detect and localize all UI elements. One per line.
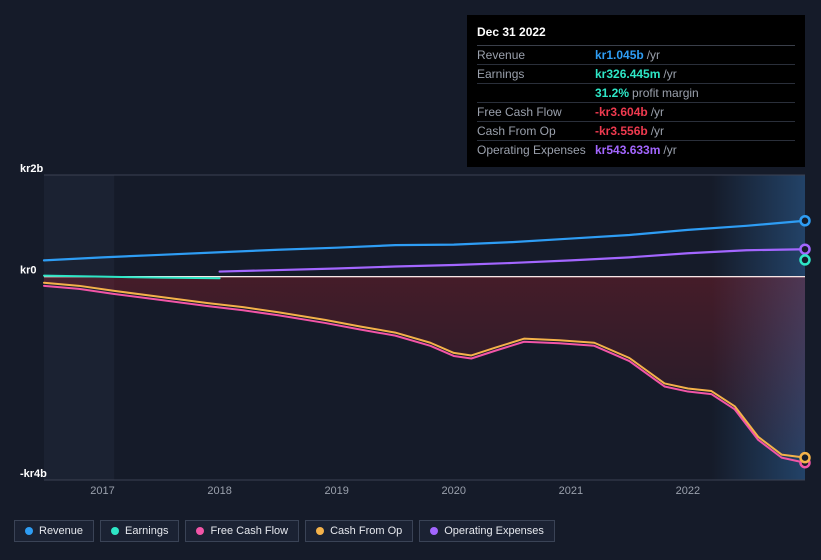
legend-dot-icon — [111, 527, 119, 535]
legend-label: Earnings — [125, 525, 168, 537]
tooltip-label: Free Cash Flow — [477, 105, 595, 119]
tooltip-unit: /yr — [663, 143, 676, 157]
tooltip-value: -kr3.604b — [595, 105, 648, 119]
tooltip-date: Dec 31 2022 — [477, 21, 795, 46]
svg-text:2019: 2019 — [324, 485, 348, 497]
legend-item-earnings[interactable]: Earnings — [100, 520, 179, 542]
tooltip-profit-margin: 31.2%profit margin — [477, 84, 795, 103]
svg-text:-kr4b: -kr4b — [20, 468, 47, 480]
legend-label: Free Cash Flow — [210, 525, 288, 537]
tooltip-label: Operating Expenses — [477, 143, 595, 157]
legend-label: Revenue — [39, 525, 83, 537]
tooltip-row: Cash From Op-kr3.556b/yr — [477, 122, 795, 141]
tooltip-value: -kr3.556b — [595, 124, 648, 138]
tooltip-label: Revenue — [477, 48, 595, 62]
svg-text:kr2b: kr2b — [20, 163, 44, 175]
tooltip-unit: /yr — [651, 105, 664, 119]
svg-text:2020: 2020 — [442, 485, 466, 497]
tooltip-row: Revenuekr1.045b/yr — [477, 46, 795, 65]
tooltip-value: kr326.445m — [595, 67, 660, 81]
chart-tooltip: Dec 31 2022 Revenuekr1.045b/yrEarningskr… — [467, 15, 805, 167]
tooltip-row: Operating Expenseskr543.633m/yr — [477, 141, 795, 159]
chart-legend: Revenue Earnings Free Cash Flow Cash From O… — [14, 520, 555, 542]
legend-dot-icon — [316, 527, 324, 535]
tooltip-unit: /yr — [651, 124, 664, 138]
tooltip-value: kr543.633m — [595, 143, 660, 157]
legend-dot-icon — [430, 527, 438, 535]
svg-text:2018: 2018 — [207, 485, 231, 497]
legend-item-fcf[interactable]: Free Cash Flow — [185, 520, 299, 542]
legend-dot-icon — [196, 527, 204, 535]
legend-label: Cash From Op — [330, 525, 402, 537]
tooltip-row: Earningskr326.445m/yr — [477, 65, 795, 84]
legend-item-cfo[interactable]: Cash From Op — [305, 520, 413, 542]
tooltip-label: Earnings — [477, 67, 595, 81]
svg-text:2022: 2022 — [676, 485, 700, 497]
series-marker-revenue — [801, 216, 810, 225]
legend-item-revenue[interactable]: Revenue — [14, 520, 94, 542]
tooltip-row: Free Cash Flow-kr3.604b/yr — [477, 103, 795, 122]
svg-text:2017: 2017 — [90, 485, 114, 497]
legend-dot-icon — [25, 527, 33, 535]
tooltip-unit: /yr — [647, 48, 660, 62]
tooltip-label: Cash From Op — [477, 124, 595, 138]
tooltip-value: kr1.045b — [595, 48, 644, 62]
legend-item-opex[interactable]: Operating Expenses — [419, 520, 555, 542]
svg-text:2021: 2021 — [559, 485, 583, 497]
tooltip-unit: /yr — [663, 67, 676, 81]
svg-text:kr0: kr0 — [20, 265, 37, 277]
tooltip-value: 31.2% — [595, 86, 629, 100]
series-marker-earnings — [801, 255, 810, 264]
series-marker-cfo — [801, 453, 810, 462]
series-marker-opex — [801, 245, 810, 254]
tooltip-unit: profit margin — [632, 86, 699, 100]
legend-label: Operating Expenses — [444, 525, 544, 537]
